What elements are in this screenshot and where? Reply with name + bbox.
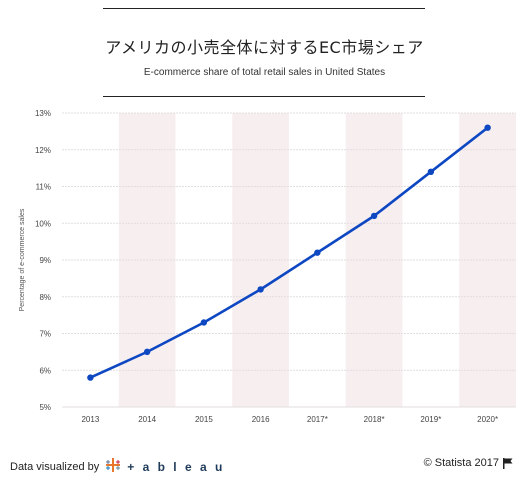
x-tick-label: 2013	[81, 415, 99, 424]
x-tick-label: 2019*	[420, 415, 441, 424]
statista-credit[interactable]: © Statista 2017	[423, 457, 499, 469]
visualized-by-label: Data visualized by	[10, 460, 100, 473]
y-tick-labels: 5% 6% 7% 8% 9% 10% 11% 12% 13%	[35, 109, 51, 412]
y-tick-label: 12%	[35, 146, 51, 155]
footer-credit: © Statista 2017	[424, 457, 513, 469]
title-bottom-rule	[103, 96, 425, 97]
x-tick-label: 2020*	[477, 415, 498, 424]
x-tick-label: 2014	[138, 415, 156, 424]
chart-subtitle: E-commerce share of total retail sales i…	[143, 67, 386, 78]
y-tick-label: 5%	[39, 403, 51, 412]
title-top-rule	[103, 8, 425, 9]
data-point	[427, 168, 435, 175]
data-point	[314, 249, 321, 256]
x-tick-label: 2017*	[307, 415, 328, 424]
data-point	[143, 348, 151, 356]
data-point	[257, 286, 264, 293]
x-tick-label: 2018*	[364, 415, 385, 424]
x-tick-label: 2015	[195, 415, 213, 424]
flag-icon[interactable]	[503, 457, 513, 469]
chart-title: アメリカの小売全体に対するEC市場シェア	[105, 38, 424, 57]
y-tick-label: 10%	[35, 219, 51, 228]
y-tick-label: 13%	[35, 109, 51, 118]
tableau-wordmark[interactable]: + a b l e a u	[127, 459, 225, 474]
chart-gridlines	[62, 112, 516, 408]
data-point	[370, 212, 378, 220]
data-point	[87, 374, 94, 381]
tableau-logo-icon[interactable]	[105, 457, 121, 476]
y-tick-label: 6%	[39, 366, 51, 375]
x-tick-labels: 2013 2014 2015 2016 2017* 2018* 2019* 2020*	[81, 415, 498, 424]
y-tick-label: 8%	[39, 293, 51, 302]
y-tick-label: 11%	[36, 183, 51, 192]
y-tick-label: 9%	[39, 256, 51, 265]
data-point	[200, 319, 208, 326]
y-axis-label: Percentage of e-commerce sales	[19, 208, 26, 311]
chart-series	[87, 124, 491, 381]
series-line	[89, 126, 489, 379]
x-tick-label: 2016	[252, 415, 270, 424]
footer-attribution: Data visualized by + a b l e a u	[10, 457, 225, 476]
y-tick-label: 7%	[39, 330, 51, 339]
data-point	[484, 124, 491, 131]
